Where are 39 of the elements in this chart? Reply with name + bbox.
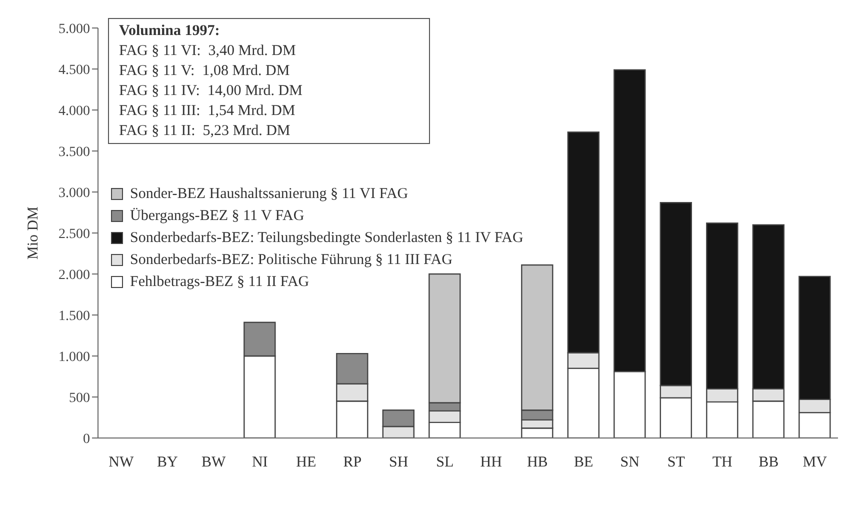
annotation: FAG § 11 II: 5,23 Mrd. DM (119, 122, 292, 141)
annotation: FAG § 11 IV: 14,00 Mrd. DM (119, 82, 304, 101)
x-tick-label: SH (389, 454, 408, 471)
x-tick-label: BB (758, 454, 779, 471)
y-tick-label: 5.000 (58, 22, 90, 37)
y-axis-title: Mio DM (25, 206, 42, 260)
x-tick-label: SL (436, 454, 454, 471)
annotation: FAG § 11 III: 1,54 Mrd. DM (119, 102, 296, 121)
x-tick-label: NW (108, 454, 134, 471)
x-tick-label: TH (712, 454, 733, 471)
x-tick-label: MV (802, 454, 828, 471)
x-tick-label: BW (202, 454, 227, 471)
y-tick-label: 4.000 (58, 104, 90, 119)
x-tick-label: ST (667, 454, 685, 471)
x-tick-label: HE (296, 454, 316, 471)
x-tick-label: HH (480, 454, 502, 471)
x-tick-label: HB (526, 454, 548, 471)
legend-label: Sonder-BEZ Haushaltssanierung § 11 VI FAG (130, 186, 408, 202)
legend-label: Sonderbedarfs-BEZ: Teilungsbedingte Sonderlasten § 11 IV FAG (130, 230, 524, 246)
y-tick-label: 500 (69, 390, 90, 406)
y-tick-label: 4.500 (58, 62, 90, 78)
annotation: Volumina 1997: (119, 22, 221, 41)
annotation: FAG § 11 VI: 3,40 Mrd. DM (119, 42, 297, 61)
annotation: FAG § 11 V: 1,08 Mrd. DM (119, 62, 291, 81)
x-tick-label: BE (574, 454, 594, 471)
y-tick-label: 0 (83, 432, 90, 447)
x-tick-label: SN (620, 454, 640, 471)
legend-label: Sonderbedarfs-BEZ: Politische Führung § 11 III FAG (130, 252, 452, 268)
legend-label: Übergangs-BEZ § 11 V FAG (130, 208, 304, 224)
y-tick-label: 3.000 (58, 186, 90, 201)
y-tick-label: 1.000 (58, 350, 90, 365)
x-tick-label: NI (252, 454, 268, 471)
legend-label: Fehlbetrags-BEZ § 11 II FAG (130, 274, 310, 290)
y-tick-label: 2.000 (58, 268, 90, 283)
x-tick-label: BY (156, 454, 178, 471)
y-tick-label: 2.500 (58, 226, 90, 242)
y-tick-label: 3.500 (58, 144, 90, 160)
x-tick-label: RP (343, 454, 362, 471)
y-tick-label: 1.500 (58, 308, 90, 324)
